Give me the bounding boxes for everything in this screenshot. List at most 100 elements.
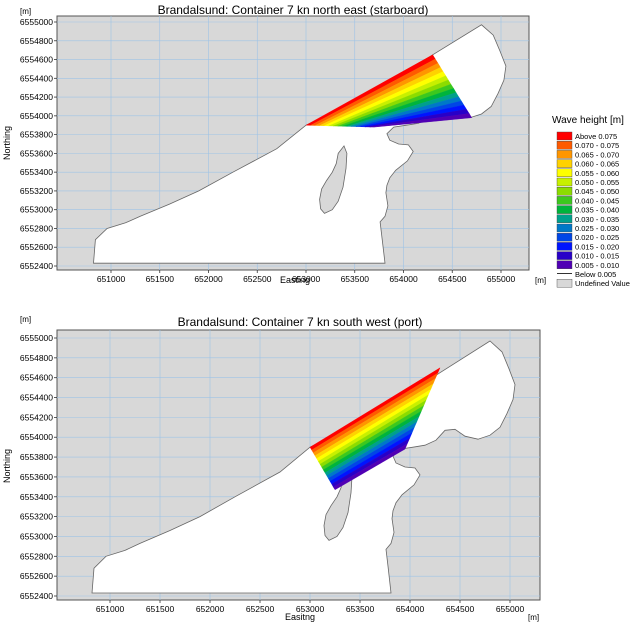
chart-bottom-y-label: Northing — [2, 449, 12, 483]
y-tick-label: 6552400 — [20, 591, 53, 601]
y-tick-label: 6553000 — [20, 205, 53, 215]
legend-label: 0.055 - 0.060 — [575, 169, 619, 178]
y-tick-label: 6552800 — [20, 551, 53, 561]
x-tick-label: 652000 — [194, 274, 223, 284]
chart-bottom-y-unit: [m] — [20, 315, 31, 324]
legend-label: 0.065 - 0.070 — [575, 150, 619, 159]
chart-top-x-label: Easting — [280, 275, 310, 285]
legend-swatch — [556, 159, 573, 168]
legend-swatch — [556, 251, 573, 260]
y-tick-label: 6553800 — [20, 452, 53, 462]
chart-top-y-ticks: 6552400 6552600 6552800 6553000 6553200 65534… — [20, 17, 57, 271]
y-tick-label: 6553600 — [20, 148, 53, 158]
chart-top-island — [319, 145, 348, 214]
x-tick-label: 652000 — [196, 604, 225, 614]
legend-title: Wave height [m] — [552, 115, 624, 126]
legend-label: 0.015 - 0.020 — [575, 242, 619, 251]
y-tick-label: 6555000 — [20, 17, 53, 27]
y-tick-label: 6552600 — [20, 242, 53, 252]
legend-swatch — [556, 232, 573, 242]
chart-top-y-label: Northing — [2, 126, 12, 160]
legend-swatch — [556, 196, 573, 205]
legend-label: 0.010 - 0.015 — [575, 252, 619, 261]
y-tick-label: 6553800 — [20, 130, 53, 140]
chart-bottom-wave-field — [309, 367, 441, 491]
y-tick-label: 6553400 — [20, 492, 53, 502]
legend-label: 0.040 - 0.045 — [575, 196, 619, 205]
x-tick-label: 652500 — [243, 274, 272, 284]
y-tick-label: 6553200 — [20, 512, 53, 522]
legend-swatch — [556, 214, 573, 224]
legend-swatch — [556, 177, 573, 187]
x-tick-label: 653000 — [292, 274, 321, 284]
y-tick-label: 6552600 — [20, 571, 53, 581]
chart-top-title: Brandalsund: Container 7 kn north east (… — [158, 3, 429, 17]
y-tick-label: 6554600 — [20, 373, 53, 383]
y-tick-label: 6552400 — [20, 261, 53, 271]
legend-label: 0.035 - 0.040 — [575, 206, 619, 215]
y-tick-label: 6554200 — [20, 92, 53, 102]
x-tick-label: 653500 — [346, 604, 375, 614]
legend-swatch — [556, 223, 573, 233]
chart-top-y-unit: [m] — [20, 7, 31, 16]
y-tick-label: 6554000 — [20, 111, 53, 121]
y-tick-label: 6553000 — [20, 531, 53, 541]
legend-label: 0.050 - 0.055 — [575, 178, 619, 187]
x-tick-label: 654500 — [438, 274, 467, 284]
x-tick-label: 654500 — [446, 604, 475, 614]
legend-label: Below 0.005 — [575, 270, 616, 279]
legend-swatch — [556, 131, 573, 141]
chart-top-x-unit: [m] — [535, 276, 546, 285]
legend-label: Undefined Value — [575, 279, 630, 288]
legend-label: 0.020 - 0.025 — [575, 233, 619, 242]
chart-bottom: Brandalsund: Container 7 kn south west (… — [2, 315, 541, 622]
legend-label: 0.025 - 0.030 — [575, 224, 619, 233]
legend-swatch — [556, 260, 573, 269]
x-tick-label: 652500 — [246, 604, 275, 614]
chart-top: Brandalsund: Container 7 kn north east (… — [2, 3, 546, 285]
legend-label: Above 0.075 — [575, 132, 617, 141]
chart-bottom-x-unit: [m] — [528, 613, 539, 622]
legend-swatch — [556, 242, 573, 251]
x-tick-label: 655000 — [487, 274, 516, 284]
chart-top-wave-field — [305, 54, 473, 128]
x-tick-label: 651000 — [97, 274, 126, 284]
y-tick-label: 6554000 — [20, 432, 53, 442]
legend-label: 0.045 - 0.050 — [575, 187, 619, 196]
y-tick-label: 6554800 — [20, 36, 53, 46]
y-tick-label: 6552800 — [20, 223, 53, 233]
chart-bottom-x-label: Easitng — [285, 612, 315, 622]
chart-bottom-island — [323, 468, 353, 541]
x-tick-label: 654000 — [396, 604, 425, 614]
legend-swatch — [556, 279, 573, 288]
x-tick-label: 651500 — [146, 604, 175, 614]
y-tick-label: 6554400 — [20, 393, 53, 403]
y-tick-label: 6553400 — [20, 167, 53, 177]
y-tick-label: 6553200 — [20, 186, 53, 196]
chart-bottom-title: Brandalsund: Container 7 kn south west (… — [178, 315, 423, 329]
y-tick-label: 6554200 — [20, 412, 53, 422]
x-tick-label: 651500 — [146, 274, 175, 284]
chart-bottom-x-ticks: 651000 651500 652000 652500 653000 653500 6540… — [96, 600, 524, 614]
wave-band — [333, 443, 408, 491]
y-tick-label: 6554800 — [20, 353, 53, 363]
legend-label: 0.060 - 0.065 — [575, 160, 619, 169]
legend-swatch — [556, 186, 573, 196]
legend-label: 0.070 - 0.075 — [575, 141, 619, 150]
legend-label: 0.005 - 0.010 — [575, 261, 619, 270]
legend-label: 0.030 - 0.035 — [575, 215, 619, 224]
y-tick-label: 6554400 — [20, 73, 53, 83]
legend-swatch — [556, 150, 573, 159]
x-tick-label: 653000 — [296, 604, 325, 614]
x-tick-label: 651000 — [96, 604, 125, 614]
legend-swatch — [556, 168, 573, 178]
x-tick-label: 653500 — [341, 274, 370, 284]
x-tick-label: 654000 — [389, 274, 418, 284]
y-tick-label: 6554600 — [20, 55, 53, 65]
y-tick-label: 6553600 — [20, 472, 53, 482]
chart-top-x-ticks: 651000 651500 652000 652500 653000 653500 6540… — [97, 270, 516, 284]
y-tick-label: 6555000 — [20, 333, 53, 343]
